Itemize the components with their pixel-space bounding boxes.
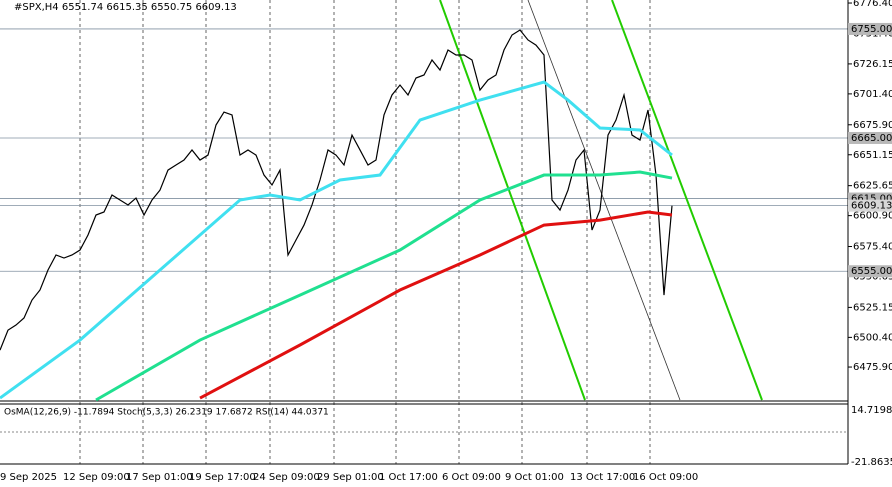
y-tick-label: 6726.15 xyxy=(853,59,892,70)
indicator-top: 14.7198 xyxy=(851,405,892,416)
x-tick-label: 29 Sep 01:00 xyxy=(317,472,384,483)
x-tick-label: 17 Sep 01:00 xyxy=(126,472,193,483)
x-tick-label: 9 Sep 2025 xyxy=(0,472,57,483)
y-tick-label: 6600.90 xyxy=(853,211,892,222)
price-level-box xyxy=(848,131,892,144)
x-tick-label: 16 Oct 09:00 xyxy=(633,472,698,483)
channel-line xyxy=(611,0,763,401)
channel-line xyxy=(439,0,586,401)
x-tick-label: 12 Sep 09:00 xyxy=(63,472,130,483)
x-tick-label: 6 Oct 09:00 xyxy=(442,472,501,483)
moving-average xyxy=(0,80,673,400)
indicator-bottom: -21.8635 xyxy=(851,457,892,468)
price-level-label: 6755.00 xyxy=(851,24,892,35)
y-tick-label: 6625.65 xyxy=(853,181,892,192)
price-level-box xyxy=(848,199,892,212)
x-tick-label: 24 Sep 09:00 xyxy=(253,472,320,483)
y-tick-label: 6500.40 xyxy=(853,332,892,343)
x-tick-label: 19 Sep 17:00 xyxy=(189,472,256,483)
y-tick-label: 6776.40 xyxy=(853,0,892,9)
x-tick-label: 9 Oct 01:00 xyxy=(505,472,564,483)
price-level-label: 6609.13 xyxy=(851,201,892,212)
y-tick-label: 6525.15 xyxy=(853,302,892,313)
x-tick-label: 13 Oct 17:00 xyxy=(570,472,635,483)
moving-average xyxy=(95,170,673,402)
channel-mid xyxy=(527,0,681,401)
y-tick-label: 6575.40 xyxy=(853,242,892,253)
price-level-label: 6615.00 xyxy=(851,194,892,205)
indicator-title: OsMA(12,26,9) -11.7894 Stoch(5,3,3) 26.2… xyxy=(4,408,329,418)
chart-title: #SPX,H4 6551.74 6615.35 6550.75 6609.13 xyxy=(14,2,237,13)
y-tick-label: 6651.15 xyxy=(853,150,892,161)
y-tick-label: 6475.90 xyxy=(853,362,892,373)
y-tick-label: 6675.90 xyxy=(853,120,892,131)
price-level-box xyxy=(848,22,892,35)
y-tick-label: 6701.40 xyxy=(853,89,892,100)
price-level-label: 6555.00 xyxy=(851,266,892,277)
price-level-label: 6665.00 xyxy=(851,133,892,144)
price-level-box xyxy=(848,265,892,278)
price-line xyxy=(0,29,673,351)
x-tick-label: 1 Oct 17:00 xyxy=(379,472,438,483)
moving-average xyxy=(199,210,673,400)
grid xyxy=(0,0,848,464)
